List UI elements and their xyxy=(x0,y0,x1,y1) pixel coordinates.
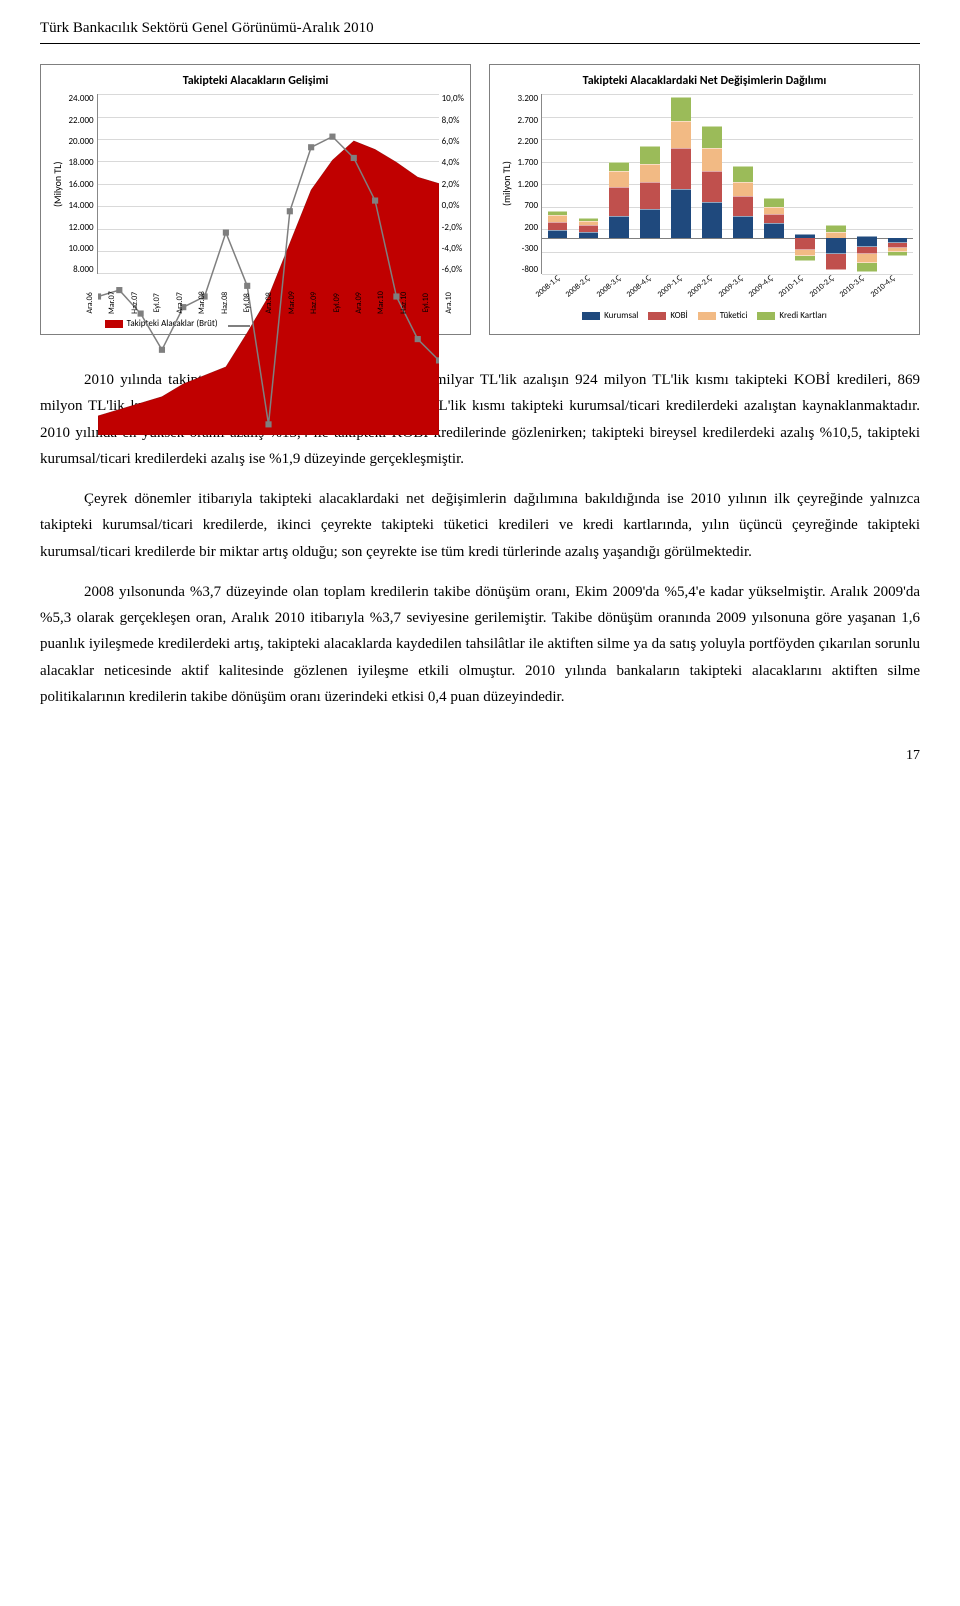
charts-row: Takipteki Alacakların Gelişimi (Milyon T… xyxy=(40,64,920,335)
chart-left-title: Takipteki Alacakların Gelişimi xyxy=(47,71,464,92)
page-header: Türk Bankacılık Sektörü Genel Görünümü-A… xyxy=(40,15,920,44)
chart-right: Takipteki Alacaklardaki Net Değişimlerin… xyxy=(489,64,920,335)
chart-right-yticks: 3.2002.7002.2001.7001.200700200-300-800 xyxy=(518,94,542,274)
page-number: 17 xyxy=(40,744,920,769)
chart-left-svg xyxy=(98,94,439,435)
chart-left-y2ticks: 10,0%8,0%6,0%4,0%2,0%0,0%-2,0%-4,0%-6,0% xyxy=(439,94,464,274)
paragraph-3: 2008 yılsonunda %3,7 düzeyinde olan topl… xyxy=(40,579,920,710)
chart-left-yticks: 24.00022.00020.00018.00016.00014.00012.0… xyxy=(69,94,97,274)
chart-right-title: Takipteki Alacaklardaki Net Değişimlerin… xyxy=(496,71,913,92)
chart-left-ylabel: (Milyon TL) xyxy=(47,94,69,274)
chart-right-plot xyxy=(541,94,913,274)
chart-left: Takipteki Alacakların Gelişimi (Milyon T… xyxy=(40,64,471,335)
chart-right-body: (milyon TL) 3.2002.7002.2001.7001.200700… xyxy=(496,94,913,274)
chart-left-body: (Milyon TL) 24.00022.00020.00018.00016.0… xyxy=(47,94,464,274)
chart-right-ylabel: (milyon TL) xyxy=(496,94,518,274)
chart-right-xticks: 2008-1.Ç2008-2.Ç2008-3.Ç2008-4.Ç2009-1.Ç… xyxy=(548,274,913,306)
chart-left-plot xyxy=(97,94,439,274)
paragraph-2: Çeyrek dönemler itibarıyla takipteki ala… xyxy=(40,486,920,565)
